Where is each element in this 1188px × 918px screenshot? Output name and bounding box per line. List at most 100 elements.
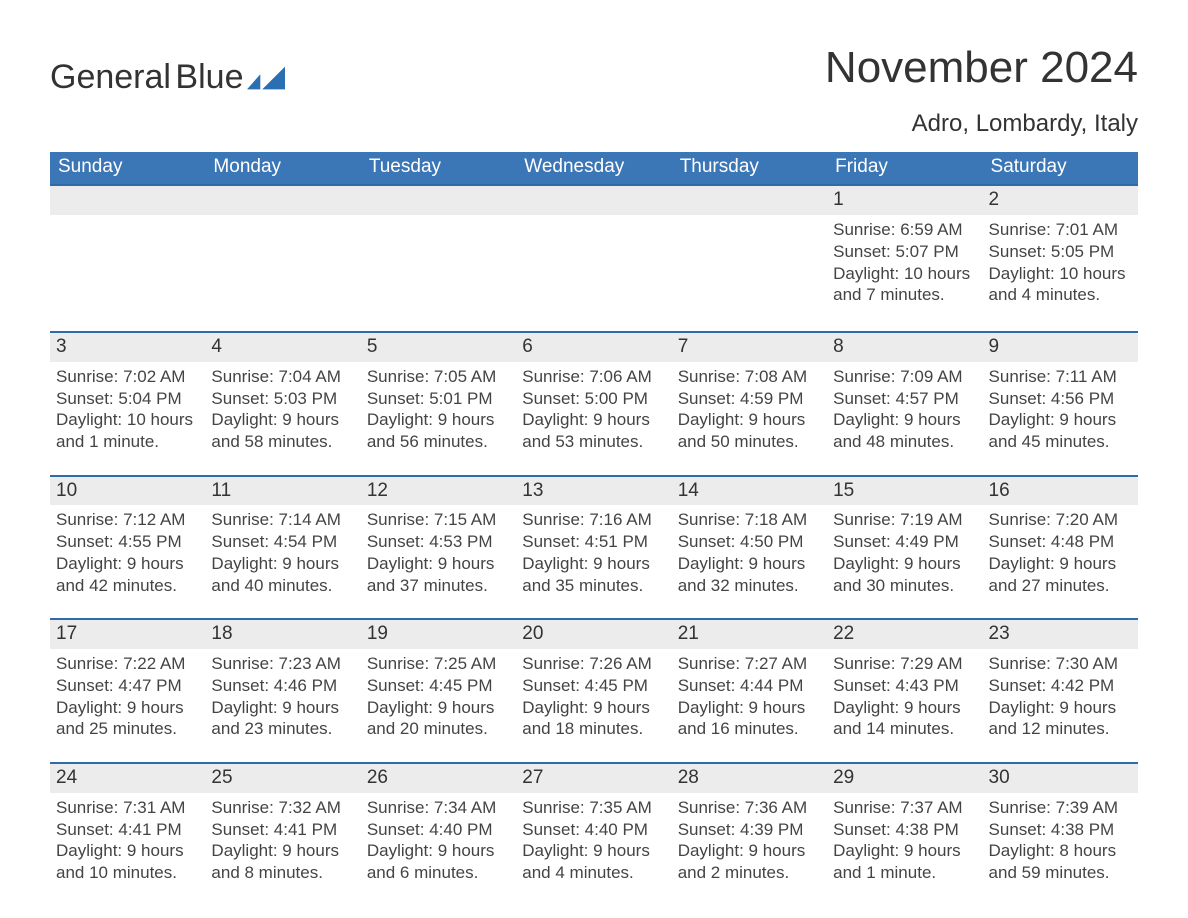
day-number: 7 [672, 333, 827, 362]
sunrise-line: Sunrise: 7:39 AM [989, 797, 1132, 819]
calendar-day-cell: 18Sunrise: 7:23 AMSunset: 4:46 PMDayligh… [205, 619, 360, 763]
sunset-line: Sunset: 5:01 PM [367, 388, 510, 410]
day-number: 22 [827, 620, 982, 649]
daylight-line: Daylight: 10 hours and 1 minute. [56, 409, 199, 453]
day-detail: Sunrise: 7:09 AMSunset: 4:57 PMDaylight:… [827, 362, 982, 475]
sunrise-line: Sunrise: 7:30 AM [989, 653, 1132, 675]
calendar-day-cell: 10Sunrise: 7:12 AMSunset: 4:55 PMDayligh… [50, 476, 205, 620]
sunset-line: Sunset: 5:07 PM [833, 241, 976, 263]
daylight-line: Daylight: 9 hours and 12 minutes. [989, 697, 1132, 741]
daylight-line: Daylight: 9 hours and 42 minutes. [56, 553, 199, 597]
calendar-day-cell: 19Sunrise: 7:25 AMSunset: 4:45 PMDayligh… [361, 619, 516, 763]
sunset-line: Sunset: 4:55 PM [56, 531, 199, 553]
day-number: . [672, 186, 827, 215]
brand-logo: General Blue [50, 60, 285, 94]
day-number: 4 [205, 333, 360, 362]
day-number: 10 [50, 477, 205, 506]
sunset-line: Sunset: 4:57 PM [833, 388, 976, 410]
day-detail: Sunrise: 7:36 AMSunset: 4:39 PMDaylight:… [672, 793, 827, 906]
sunset-line: Sunset: 4:40 PM [367, 819, 510, 841]
sunrise-line: Sunrise: 7:25 AM [367, 653, 510, 675]
daylight-line: Daylight: 9 hours and 23 minutes. [211, 697, 354, 741]
daylight-line: Daylight: 9 hours and 6 minutes. [367, 840, 510, 884]
sunrise-line: Sunrise: 7:36 AM [678, 797, 821, 819]
calendar-day-cell: 13Sunrise: 7:16 AMSunset: 4:51 PMDayligh… [516, 476, 671, 620]
sunset-line: Sunset: 4:39 PM [678, 819, 821, 841]
day-number: . [205, 186, 360, 215]
sunset-line: Sunset: 4:38 PM [833, 819, 976, 841]
day-number: 30 [983, 764, 1138, 793]
sunrise-line: Sunrise: 7:11 AM [989, 366, 1132, 388]
sunset-line: Sunset: 4:38 PM [989, 819, 1132, 841]
daylight-line: Daylight: 9 hours and 4 minutes. [522, 840, 665, 884]
calendar-day-cell: 6Sunrise: 7:06 AMSunset: 5:00 PMDaylight… [516, 332, 671, 476]
day-detail: Sunrise: 7:16 AMSunset: 4:51 PMDaylight:… [516, 505, 671, 618]
sunrise-line: Sunrise: 7:05 AM [367, 366, 510, 388]
weekday-header: Wednesday [516, 152, 671, 185]
calendar-day-cell: 1Sunrise: 6:59 AMSunset: 5:07 PMDaylight… [827, 185, 982, 332]
day-number: 18 [205, 620, 360, 649]
daylight-line: Daylight: 9 hours and 53 minutes. [522, 409, 665, 453]
day-number: 8 [827, 333, 982, 362]
brand-name-part1: General [50, 58, 171, 96]
sunrise-line: Sunrise: 7:12 AM [56, 509, 199, 531]
day-detail: Sunrise: 7:18 AMSunset: 4:50 PMDaylight:… [672, 505, 827, 618]
day-detail: Sunrise: 7:06 AMSunset: 5:00 PMDaylight:… [516, 362, 671, 475]
calendar-day-cell: 9 Sunrise: 7:11 AMSunset: 4:56 PMDaylight… [983, 332, 1138, 476]
day-number: 27 [516, 764, 671, 793]
day-detail: Sunrise: 7:37 AMSunset: 4:38 PMDaylight:… [827, 793, 982, 906]
sunset-line: Sunset: 4:56 PM [989, 388, 1132, 410]
calendar-day-cell: 17Sunrise: 7:22 AMSunset: 4:47 PMDayligh… [50, 619, 205, 763]
sunrise-line: Sunrise: 7:01 AM [989, 219, 1132, 241]
calendar-day-cell: 22Sunrise: 7:29 AMSunset: 4:43 PMDayligh… [827, 619, 982, 763]
day-number: 12 [361, 477, 516, 506]
calendar-day-cell: 2Sunrise: 7:01 AMSunset: 5:05 PMDaylight… [983, 185, 1138, 332]
day-detail: Sunrise: 7:22 AMSunset: 4:47 PMDaylight:… [50, 649, 205, 762]
day-number: 15 [827, 477, 982, 506]
calendar-week-row: 24Sunrise: 7:31 AMSunset: 4:41 PMDayligh… [50, 763, 1138, 906]
day-detail [516, 215, 671, 331]
daylight-line: Daylight: 9 hours and 40 minutes. [211, 553, 354, 597]
sunrise-line: Sunrise: 7:18 AM [678, 509, 821, 531]
daylight-line: Daylight: 10 hours and 7 minutes. [833, 263, 976, 307]
day-number: 9 [983, 333, 1138, 362]
day-detail: Sunrise: 7:01 AMSunset: 5:05 PMDaylight:… [983, 215, 1138, 328]
day-detail: Sunrise: 7:27 AMSunset: 4:44 PMDaylight:… [672, 649, 827, 762]
day-detail: Sunrise: 6:59 AMSunset: 5:07 PMDaylight:… [827, 215, 982, 328]
sunrise-line: Sunrise: 7:14 AM [211, 509, 354, 531]
day-detail: Sunrise: 7:04 AMSunset: 5:03 PMDaylight:… [205, 362, 360, 475]
day-detail: Sunrise: 7:05 AMSunset: 5:01 PMDaylight:… [361, 362, 516, 475]
calendar-day-cell: . [516, 185, 671, 332]
sunrise-line: Sunrise: 7:06 AM [522, 366, 665, 388]
calendar-week-row: 3Sunrise: 7:02 AMSunset: 5:04 PMDaylight… [50, 332, 1138, 476]
day-number: 16 [983, 477, 1138, 506]
day-detail: Sunrise: 7:31 AMSunset: 4:41 PMDaylight:… [50, 793, 205, 906]
sunrise-line: Sunrise: 7:31 AM [56, 797, 199, 819]
calendar-day-cell: . [361, 185, 516, 332]
sunset-line: Sunset: 4:51 PM [522, 531, 665, 553]
day-number: 24 [50, 764, 205, 793]
day-detail: Sunrise: 7:34 AMSunset: 4:40 PMDaylight:… [361, 793, 516, 906]
calendar-day-cell: 15Sunrise: 7:19 AMSunset: 4:49 PMDayligh… [827, 476, 982, 620]
day-number: 29 [827, 764, 982, 793]
sunset-line: Sunset: 4:42 PM [989, 675, 1132, 697]
daylight-line: Daylight: 9 hours and 1 minute. [833, 840, 976, 884]
daylight-line: Daylight: 9 hours and 45 minutes. [989, 409, 1132, 453]
day-number: 21 [672, 620, 827, 649]
sunset-line: Sunset: 4:48 PM [989, 531, 1132, 553]
sunrise-line: Sunrise: 7:09 AM [833, 366, 976, 388]
day-detail: Sunrise: 7:12 AMSunset: 4:55 PMDaylight:… [50, 505, 205, 618]
calendar-week-row: 10Sunrise: 7:12 AMSunset: 4:55 PMDayligh… [50, 476, 1138, 620]
weekday-header-row: SundayMondayTuesdayWednesdayThursdayFrid… [50, 152, 1138, 185]
brand-name-part2: Blue [175, 58, 243, 96]
day-detail: Sunrise: 7:35 AMSunset: 4:40 PMDaylight:… [516, 793, 671, 906]
day-number: 3 [50, 333, 205, 362]
sunrise-line: Sunrise: 7:32 AM [211, 797, 354, 819]
calendar-day-cell: 16Sunrise: 7:20 AMSunset: 4:48 PMDayligh… [983, 476, 1138, 620]
sunset-line: Sunset: 5:00 PM [522, 388, 665, 410]
sunrise-line: Sunrise: 7:22 AM [56, 653, 199, 675]
sunrise-line: Sunrise: 7:29 AM [833, 653, 976, 675]
sunset-line: Sunset: 4:46 PM [211, 675, 354, 697]
calendar-day-cell: 12Sunrise: 7:15 AMSunset: 4:53 PMDayligh… [361, 476, 516, 620]
day-number: . [516, 186, 671, 215]
